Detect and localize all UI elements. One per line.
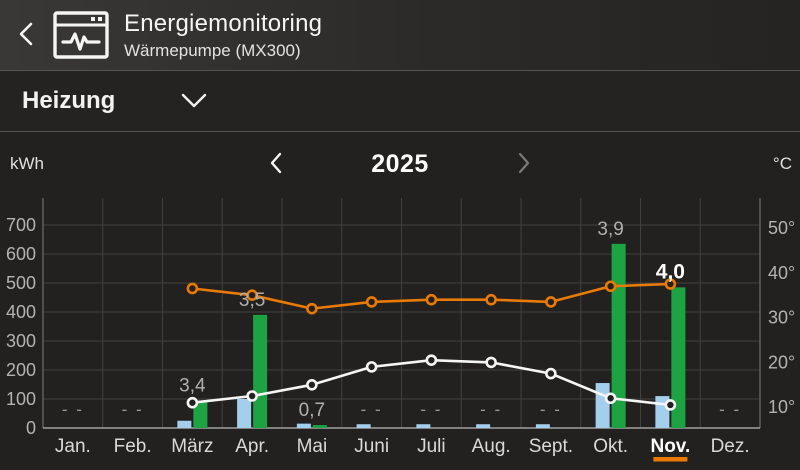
right-axis-unit: °C — [772, 154, 792, 173]
kwh-tick-label: 400 — [6, 302, 36, 322]
bar-consumed-electricity-kwh — [296, 423, 311, 428]
chevron-left-icon — [17, 21, 35, 50]
kwh-tick-label: 0 — [26, 418, 36, 438]
efficiency-label: 3,9 — [597, 219, 623, 240]
kwh-tick-label: 100 — [6, 389, 36, 409]
bar-generated-heat-kwh — [253, 314, 268, 428]
point-flow-temperature-c — [425, 293, 438, 306]
next-year-button[interactable] — [508, 147, 540, 182]
year-label: 2025 — [371, 149, 429, 178]
left-axis-unit: kWh — [10, 154, 44, 173]
month-label-Apr[interactable]: Apr. — [235, 436, 269, 457]
point-outside-temperature-c — [545, 367, 557, 380]
month-label-Aug[interactable]: Aug. — [472, 436, 511, 457]
no-data-dashes: - - — [62, 400, 84, 419]
previous-year-button[interactable] — [260, 147, 292, 182]
point-flow-temperature-c — [604, 280, 617, 293]
bar-consumed-electricity-kwh — [595, 383, 610, 428]
chevron-down-icon — [181, 93, 207, 114]
point-outside-temperature-c — [365, 361, 378, 373]
efficiency-label: 0,7 — [299, 400, 325, 421]
selected-month-underline — [653, 457, 688, 462]
circuit-selector-label: Heizung — [22, 87, 116, 114]
no-data-dashes: - - — [719, 400, 741, 419]
circuit-selector[interactable]: Heizung — [0, 70, 800, 132]
header: Energiemonitoring Wärmepumpe (MX300) — [0, 0, 800, 70]
chart-controls: kWh 2025 °C — [0, 140, 800, 188]
point-flow-temperature-c — [664, 278, 677, 290]
chevron-left-icon — [268, 152, 284, 178]
bar-consumed-electricity-kwh — [535, 424, 550, 428]
point-flow-temperature-c — [485, 293, 497, 306]
point-flow-temperature-c — [246, 289, 258, 301]
back-button[interactable] — [0, 0, 52, 70]
bar-consumed-electricity-kwh — [476, 424, 491, 428]
point-outside-temperature-c — [186, 396, 199, 409]
bar-generated-heat-kwh — [193, 400, 208, 428]
month-label-Sept[interactable]: Sept. — [529, 436, 573, 457]
point-outside-temperature-c — [246, 390, 258, 402]
kwh-tick-label: 200 — [6, 360, 36, 380]
month-label-Juni[interactable]: Juni — [354, 436, 389, 457]
header-titles: Energiemonitoring Wärmepumpe (MX300) — [124, 10, 322, 61]
chevron-right-icon — [516, 152, 532, 178]
page-title: Energiemonitoring — [124, 9, 323, 37]
month-label-Feb[interactable]: Feb. — [114, 436, 152, 457]
bar-consumed-electricity-kwh — [177, 420, 192, 428]
no-data-dashes: - - — [361, 400, 383, 419]
year-navigation: 2025 — [260, 140, 540, 188]
month-label-Juli[interactable]: Juli — [417, 436, 446, 457]
bar-consumed-electricity-kwh — [237, 399, 252, 428]
efficiency-label: 4,0 — [656, 260, 685, 283]
point-flow-temperature-c — [186, 282, 199, 295]
efficiency-label: 3,5 — [239, 290, 265, 311]
point-outside-temperature-c — [664, 399, 677, 411]
month-label-Mai[interactable]: Mai — [297, 436, 328, 457]
kwh-tick-label: 700 — [6, 215, 36, 235]
kwh-tick-label: 300 — [6, 331, 36, 351]
point-outside-temperature-c — [485, 356, 497, 369]
no-data-dashes: - - — [420, 400, 442, 419]
month-label-Nov[interactable]: Nov. — [650, 436, 690, 457]
month-label-Okt[interactable]: Okt. — [593, 436, 628, 457]
temp-tick-label: 40° — [768, 263, 795, 283]
temp-tick-label: 20° — [768, 352, 795, 372]
no-data-dashes: - - — [480, 400, 502, 419]
monitoring-window-icon — [52, 10, 110, 60]
point-outside-temperature-c — [306, 379, 318, 391]
page-subtitle: Wärmepumpe (MX300) — [124, 40, 301, 60]
month-label-März[interactable]: März — [171, 436, 213, 457]
month-label-Dez[interactable]: Dez. — [711, 436, 750, 457]
bar-consumed-electricity-kwh — [356, 424, 371, 428]
point-flow-temperature-c — [545, 296, 557, 308]
temp-tick-label: 50° — [768, 218, 795, 238]
temp-tick-label: 30° — [768, 308, 795, 328]
temp-tick-label: 10° — [768, 397, 795, 417]
no-data-dashes: - - — [122, 400, 144, 419]
energy-chart: 0 100 200 300 400 500 600 700 10° 20° 30° 40° 50° - -… — [0, 185, 800, 470]
point-flow-temperature-c — [365, 296, 378, 308]
bar-generated-heat-kwh — [671, 287, 686, 428]
efficiency-label: 3,4 — [179, 375, 206, 396]
bar-generated-heat-kwh — [312, 425, 327, 428]
bar-consumed-electricity-kwh — [416, 424, 431, 428]
kwh-tick-label: 500 — [6, 273, 36, 293]
no-data-dashes: - - — [540, 400, 562, 419]
point-outside-temperature-c — [604, 392, 617, 405]
point-flow-temperature-c — [306, 302, 318, 315]
kwh-tick-label: 600 — [6, 244, 36, 264]
month-label-Jan[interactable]: Jan. — [55, 436, 91, 457]
point-outside-temperature-c — [425, 354, 438, 366]
